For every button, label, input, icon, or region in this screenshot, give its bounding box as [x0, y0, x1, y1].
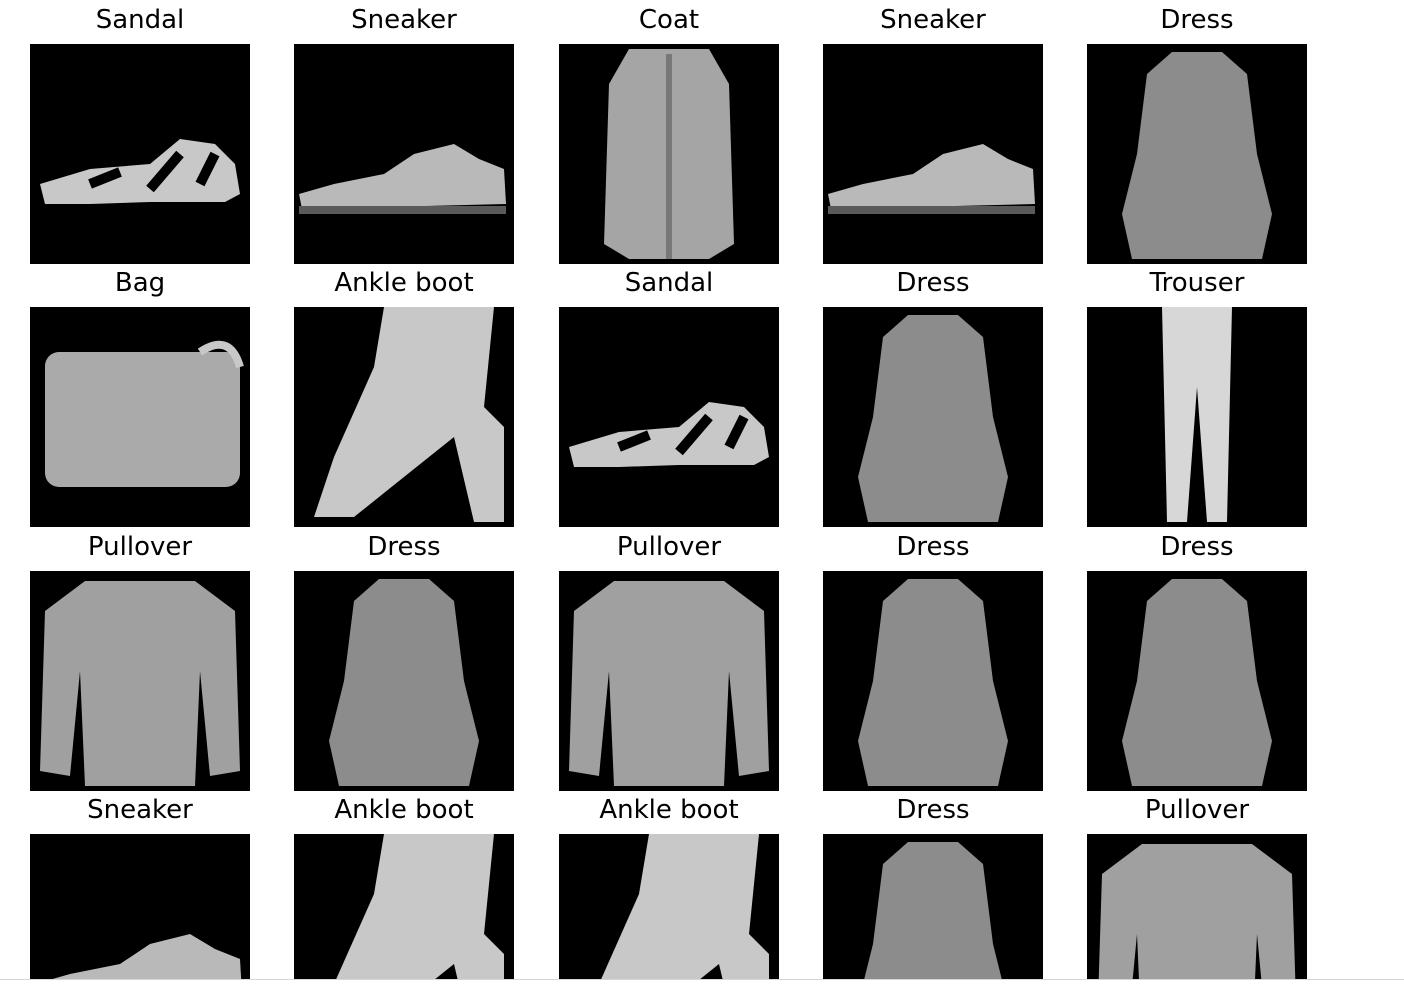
image-title: Pullover: [87, 532, 193, 562]
image-title: Sneaker: [351, 5, 457, 35]
fashion-item-image: [559, 307, 779, 527]
image-title: Dress: [1160, 532, 1234, 562]
image-title: Sandal: [95, 5, 185, 35]
item-silhouette: [604, 49, 734, 259]
image-title: Dress: [896, 795, 970, 825]
fashion-item-image: [294, 307, 514, 527]
item-silhouette: [1122, 579, 1272, 786]
image-title: Dress: [1160, 5, 1234, 35]
image-title: Ankle boot: [334, 795, 474, 825]
fashion-item-image: [559, 44, 779, 264]
image-title: Dress: [896, 268, 970, 298]
item-silhouette: [858, 315, 1008, 522]
image-title: Dress: [896, 532, 970, 562]
fashion-item-image: [823, 571, 1043, 791]
image-title: Ankle boot: [334, 268, 474, 298]
item-silhouette: [569, 402, 769, 467]
image-title: Sneaker: [880, 5, 986, 35]
item-silhouette: [1122, 52, 1272, 259]
fashion-item-image: [823, 44, 1043, 264]
image-title: Sneaker: [87, 795, 193, 825]
fashion-item-image: [30, 571, 250, 791]
item-silhouette: [52, 934, 242, 979]
bottom-divider: [0, 979, 1404, 980]
item-silhouette: [828, 144, 1035, 214]
fashion-item-image: [1087, 44, 1307, 264]
fashion-item-image: [30, 44, 250, 264]
fashion-item-image: [294, 834, 514, 979]
image-title: Ankle boot: [599, 795, 739, 825]
image-title: Trouser: [1149, 268, 1245, 298]
item-silhouette: [569, 581, 769, 786]
image-title: Pullover: [1144, 795, 1250, 825]
item-silhouette: [1162, 307, 1232, 522]
item-silhouette: [40, 581, 240, 786]
image-title: Pullover: [616, 532, 722, 562]
image-title: Sandal: [624, 268, 714, 298]
item-silhouette: [864, 842, 1002, 979]
fashion-item-image: [559, 834, 779, 979]
item-silhouette: [1098, 844, 1296, 979]
fashion-item-image: [294, 571, 514, 791]
image-title: Coat: [638, 5, 700, 35]
item-silhouette: [329, 579, 479, 786]
item-silhouette: [40, 139, 240, 204]
item-silhouette: [45, 340, 244, 487]
image-title: Bag: [114, 268, 166, 298]
item-silhouette: [314, 307, 504, 522]
fashion-item-image: [1087, 571, 1307, 791]
item-silhouette: [858, 579, 1008, 786]
fashion-item-image: [294, 44, 514, 264]
fashion-item-image: [30, 834, 250, 979]
item-silhouette: [299, 144, 506, 214]
item-silhouette: [336, 834, 504, 979]
fashion-item-image: [30, 307, 250, 527]
fashion-item-image: [823, 834, 1043, 979]
image-title: Dress: [367, 532, 441, 562]
fashion-item-image: [1087, 834, 1307, 979]
fashion-item-image: [559, 571, 779, 791]
item-silhouette: [601, 834, 769, 979]
fashion-item-image: [1087, 307, 1307, 527]
fashion-item-image: [823, 307, 1043, 527]
